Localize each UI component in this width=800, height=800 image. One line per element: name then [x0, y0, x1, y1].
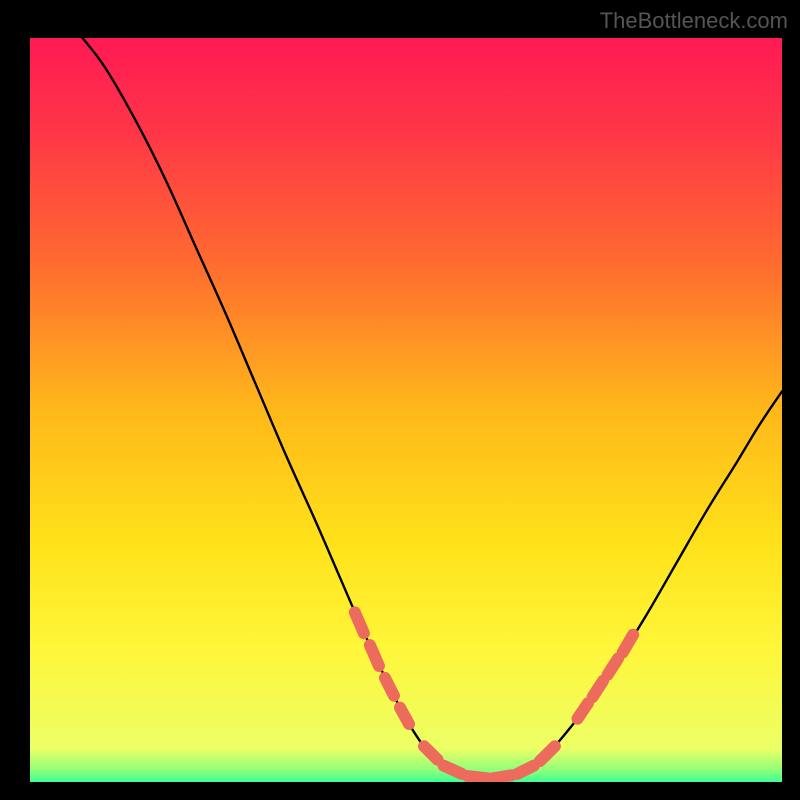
marker-segment: [493, 775, 511, 778]
marker-segment: [444, 766, 462, 774]
watermark-text: TheBottleneck.com: [600, 8, 788, 34]
marker-segment: [468, 776, 488, 778]
marker-segment: [517, 766, 534, 774]
marker-segment: [355, 612, 364, 633]
bottleneck-chart: [30, 38, 782, 782]
chart-container: TheBottleneck.com: [0, 0, 800, 800]
marker-segment: [370, 645, 379, 666]
marker-segment: [385, 678, 394, 696]
marker-segment: [400, 708, 409, 724]
plot-area: [30, 38, 782, 782]
gradient-background: [30, 38, 782, 782]
